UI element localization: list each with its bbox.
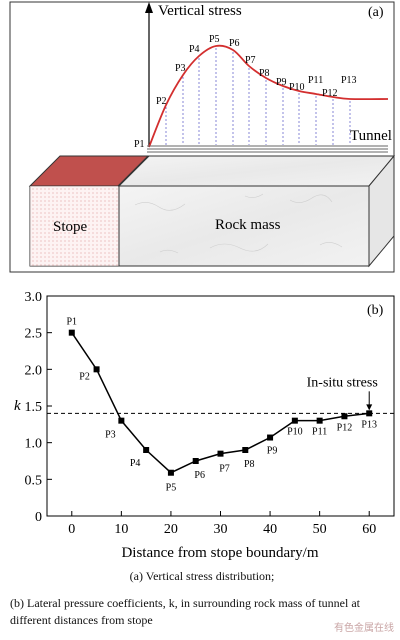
k-point-labels: P1 P2 P3 P4 P5 P6 P7 P8 P9 P10 P11 P12 P13 — [67, 317, 377, 494]
k-point-p11 — [316, 417, 323, 424]
x-tick-label: 10 — [114, 522, 128, 537]
stress-dash-lines — [165, 48, 351, 145]
k-point-p2 — [93, 366, 100, 373]
x-tick-label: 40 — [263, 522, 277, 537]
k-label-p7: P7 — [219, 464, 230, 475]
x-tick-label: 60 — [362, 522, 376, 537]
k-point-p6 — [192, 458, 199, 464]
k-point-p12 — [341, 413, 348, 420]
stress-curve — [148, 44, 389, 148]
y-axis-label: k — [14, 398, 21, 414]
y-tick-label: 0 — [35, 510, 42, 525]
point-label-p3: P3 — [175, 63, 186, 74]
k-point-p5 — [167, 469, 174, 476]
rock-side — [368, 154, 395, 268]
k-point-p4 — [143, 447, 150, 453]
k-point-p8 — [242, 447, 249, 453]
plot-frame — [46, 295, 395, 517]
point-label-p10: P10 — [289, 82, 305, 93]
point-label-p8: P8 — [259, 68, 270, 79]
panel-b-label: (b) — [367, 303, 384, 318]
point-label-p6: P6 — [229, 38, 240, 49]
point-label-p13: P13 — [341, 75, 357, 86]
y-tick-label: 2.0 — [25, 363, 43, 378]
k-point-p3 — [118, 417, 125, 424]
rock-top — [117, 155, 396, 187]
k-point-p13 — [366, 410, 373, 417]
x-tick-label: 20 — [164, 522, 178, 537]
k-label-p1: P1 — [67, 317, 78, 328]
caption-a: (a) Vertical stress distribution; — [129, 569, 275, 583]
tunnel-label: Tunnel — [350, 128, 392, 144]
y-tick-label: 1.5 — [25, 400, 43, 415]
k-label-p4: P4 — [130, 458, 141, 469]
panel-a-label: (a) — [368, 5, 384, 20]
in-situ-stress-label: In-situ stress — [307, 375, 378, 390]
y-tick-label: 0.5 — [25, 473, 43, 488]
point-label-p2: P2 — [156, 96, 167, 107]
k-point-p7 — [217, 450, 224, 457]
k-label-p3: P3 — [105, 430, 116, 441]
point-label-p7: P7 — [245, 55, 256, 66]
x-axis-ticks: 0 10 20 30 40 50 60 — [68, 511, 376, 537]
y-tick-label: 1.0 — [25, 437, 43, 452]
k-label-p11: P11 — [312, 427, 327, 438]
y-tick-label: 2.5 — [25, 327, 43, 342]
rock-label: Rock mass — [215, 217, 281, 233]
k-series-points — [68, 329, 373, 476]
x-tick-label: 30 — [214, 522, 228, 537]
x-tick-label: 50 — [313, 522, 327, 537]
x-tick-label: 0 — [68, 522, 75, 537]
k-point-p10 — [291, 417, 298, 424]
k-label-p10: P10 — [287, 427, 303, 438]
k-label-p5: P5 — [166, 483, 177, 494]
stope-label: Stope — [53, 219, 88, 235]
in-situ-arrow-icon — [366, 391, 373, 411]
k-point-p1 — [68, 329, 75, 336]
k-label-p8: P8 — [244, 459, 255, 470]
x-axis-label: Distance from stope boundary/m — [121, 545, 318, 561]
k-label-p12: P12 — [337, 422, 353, 433]
point-label-p11: P11 — [308, 75, 323, 86]
stress-axis-label: Vertical stress — [158, 3, 242, 19]
watermark: 有色金属在线 — [334, 623, 394, 634]
rock-texture — [134, 193, 343, 254]
k-point-p9 — [267, 434, 274, 441]
point-label-p12: P12 — [322, 88, 338, 99]
y-tick-label: 3.0 — [25, 290, 43, 305]
y-axis-ticks: 0 0.5 1.0 1.5 2.0 2.5 3.0 — [25, 290, 52, 525]
k-label-p13: P13 — [361, 419, 377, 430]
point-label-p4: P4 — [189, 44, 200, 55]
point-label-p5: P5 — [209, 34, 220, 45]
k-distribution-chart: (b) 00.51.01.52.02.53.0 0 10 20 30 40 50 60 k … — [14, 290, 395, 561]
k-label-p9: P9 — [267, 446, 278, 457]
tunnel-lines — [147, 145, 388, 153]
stress-axis-arrow-icon — [145, 2, 153, 13]
rock-front — [118, 185, 370, 267]
point-label-p1: P1 — [134, 139, 145, 150]
panel-a-frame — [9, 1, 395, 273]
k-label-p2: P2 — [79, 371, 90, 382]
k-label-p6: P6 — [194, 470, 205, 481]
caption-b: (b) Lateral pressure coefficients, k, in… — [10, 596, 361, 627]
point-label-p9: P9 — [276, 77, 287, 88]
